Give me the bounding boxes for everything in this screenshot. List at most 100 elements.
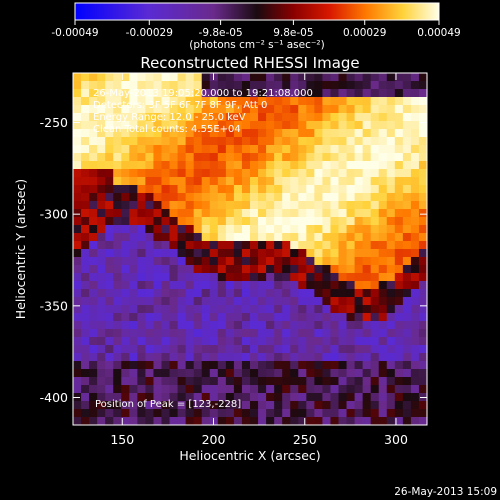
heatmap-cell <box>161 393 171 402</box>
heatmap-cell <box>113 113 122 122</box>
heatmap-cell <box>161 225 171 234</box>
heatmap-cell <box>418 241 427 250</box>
heatmap-cell <box>97 241 106 250</box>
heatmap-cell <box>362 409 372 418</box>
heatmap-cell <box>89 105 98 114</box>
heatmap-cell <box>378 241 388 250</box>
heatmap-cell <box>410 161 420 170</box>
heatmap-cell <box>410 113 420 122</box>
heatmap-cell <box>298 345 307 354</box>
heatmap-cell <box>282 241 291 250</box>
heatmap-cell <box>201 385 211 394</box>
heatmap-cell <box>145 201 155 210</box>
heatmap-cell <box>105 329 114 338</box>
heatmap-cell <box>241 113 251 122</box>
heatmap-cell <box>362 273 372 282</box>
heatmap-cell <box>129 289 138 298</box>
heatmap-cell <box>217 401 227 410</box>
heatmap-cell <box>193 209 203 218</box>
heatmap-cell <box>314 209 324 218</box>
heatmap-cell <box>193 377 203 386</box>
heatmap-cell <box>113 241 122 250</box>
heatmap-cell <box>169 329 179 338</box>
heatmap-cell <box>73 81 82 90</box>
heatmap-cell <box>153 345 163 354</box>
heatmap-cell <box>298 217 307 226</box>
heatmap-cell <box>274 169 283 178</box>
heatmap-cell <box>113 417 122 425</box>
heatmap-cell <box>338 241 348 250</box>
heatmap-cell <box>185 417 195 425</box>
heatmap-cell <box>354 105 364 114</box>
heatmap-cell <box>322 81 332 90</box>
heatmap-cell <box>306 273 315 282</box>
heatmap-cell <box>274 233 283 242</box>
heatmap-cell <box>402 121 412 130</box>
heatmap-cell <box>241 185 251 194</box>
heatmap-cell <box>73 281 82 290</box>
heatmap-cell <box>209 137 219 146</box>
heatmap-cell <box>418 313 427 322</box>
heatmap-cell <box>129 137 138 146</box>
heatmap-cell <box>81 169 90 178</box>
heatmap-cell <box>378 313 388 322</box>
heatmap-cell <box>386 385 396 394</box>
heatmap-cell <box>330 337 340 346</box>
heatmap-cell <box>410 193 420 202</box>
heatmap-cell <box>274 121 283 130</box>
heatmap-cell <box>266 257 275 266</box>
heatmap-cell <box>193 81 203 90</box>
heatmap-cell <box>338 297 348 306</box>
heatmap-cell <box>193 121 203 130</box>
heatmap-cell <box>97 201 106 210</box>
heatmap-cell <box>274 321 283 330</box>
heatmap-cell <box>225 377 235 386</box>
heatmap-cell <box>394 137 404 146</box>
heatmap-cell <box>81 81 90 90</box>
heatmap-cell <box>241 145 251 154</box>
heatmap-cell <box>250 169 259 178</box>
heatmap-cell <box>394 377 404 386</box>
heatmap-cell <box>185 289 195 298</box>
heatmap-cell <box>378 321 388 330</box>
heatmap-cell <box>402 177 412 186</box>
heatmap-cell <box>169 73 179 82</box>
heatmap-cell <box>322 233 332 242</box>
heatmap-cell <box>274 273 283 282</box>
heatmap-cell <box>145 209 155 218</box>
heatmap-cell <box>145 89 155 98</box>
heatmap-cell <box>298 321 307 330</box>
heatmap-cell <box>330 313 340 322</box>
heatmap-cell <box>161 97 171 106</box>
x-axis-ticks: 150 200 250 300 <box>110 73 408 447</box>
heatmap-cell <box>217 345 227 354</box>
heatmap-cell <box>241 377 251 386</box>
heatmap-cell <box>169 369 179 378</box>
heatmap-cell <box>322 417 332 425</box>
heatmap-cell <box>346 409 356 418</box>
heatmap-cell <box>113 409 122 418</box>
heatmap-cell <box>322 369 332 378</box>
heatmap-cell <box>402 273 412 282</box>
heatmap-cell <box>330 297 340 306</box>
heatmap-cell <box>410 313 420 322</box>
heatmap-cell <box>105 81 114 90</box>
heatmap-cell <box>137 161 147 170</box>
heatmap-cell <box>121 409 130 418</box>
heatmap-cell <box>153 81 163 90</box>
heatmap-cell <box>97 369 106 378</box>
heatmap-cell <box>241 233 251 242</box>
heatmap-cell <box>105 345 114 354</box>
heatmap-cell <box>169 209 179 218</box>
heatmap-cell <box>169 345 179 354</box>
heatmap-cell <box>418 137 427 146</box>
heatmap-cell <box>354 97 364 106</box>
heatmap-cell <box>113 289 122 298</box>
heatmap-cell <box>113 225 122 234</box>
heatmap-cell <box>81 313 90 322</box>
heatmap-cell <box>386 121 396 130</box>
heatmap-cell <box>338 313 348 322</box>
heatmap-cell <box>145 153 155 162</box>
heatmap-cell <box>177 217 187 226</box>
heatmap-cell <box>354 337 364 346</box>
